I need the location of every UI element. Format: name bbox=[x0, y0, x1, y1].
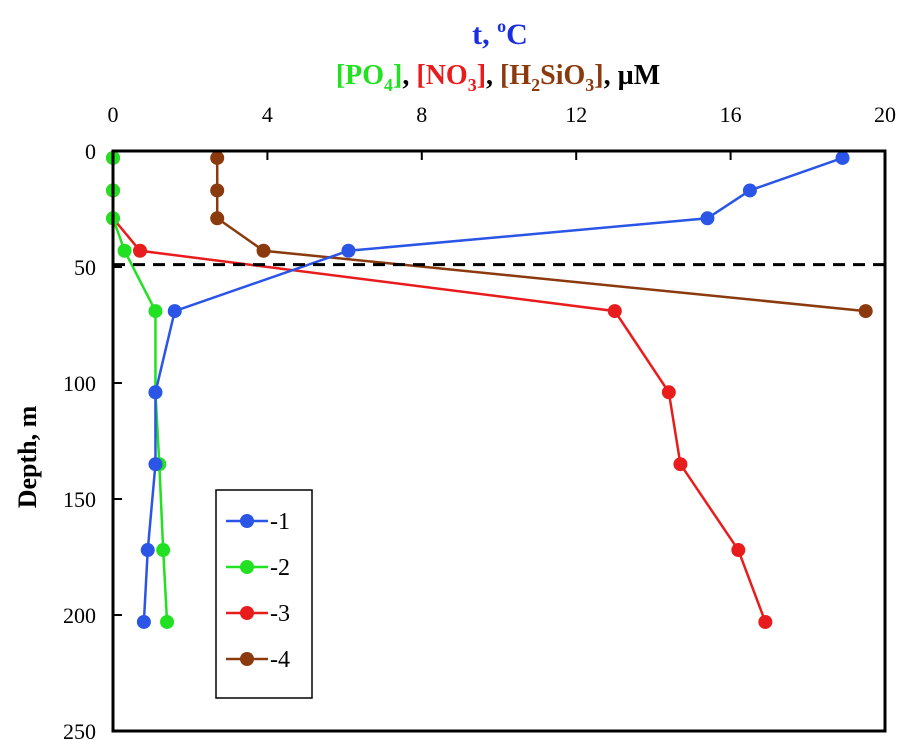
series-point-4 bbox=[256, 243, 271, 258]
series-point-4 bbox=[858, 304, 873, 319]
x-tick-label: 8 bbox=[416, 102, 427, 127]
title2-h2sio3-text: [H bbox=[500, 60, 531, 91]
series-point-2 bbox=[160, 614, 175, 629]
title2-po4-close: ] bbox=[393, 60, 402, 91]
legend-marker-1 bbox=[240, 514, 254, 528]
legend-label-4: -4 bbox=[270, 647, 290, 673]
title1-superscript: o bbox=[497, 16, 506, 36]
title2-h2sio3: [H2SiO3] bbox=[500, 60, 604, 95]
series-point-1 bbox=[341, 243, 356, 258]
series-point-3 bbox=[607, 304, 622, 319]
legend-box bbox=[215, 489, 313, 699]
title1-unit: C bbox=[506, 18, 528, 51]
series-point-1 bbox=[148, 457, 163, 472]
legend: -1 -2 -3 -4 bbox=[215, 489, 313, 699]
legend-marker-3 bbox=[240, 606, 254, 620]
series-point-1 bbox=[835, 150, 850, 165]
legend-marker-2 bbox=[240, 560, 254, 574]
title2-no3-sub: 3 bbox=[468, 75, 477, 95]
x-tick-label: 0 bbox=[108, 102, 119, 127]
series-point-1 bbox=[140, 543, 155, 558]
series-point-4 bbox=[210, 183, 225, 198]
series-point-3 bbox=[731, 543, 746, 558]
chart-title-concentrations: [PO4], [NO3], [H2SiO3], µM bbox=[336, 60, 660, 95]
series-point-2 bbox=[117, 243, 132, 258]
series-point-3 bbox=[133, 243, 148, 258]
series-point-1 bbox=[136, 614, 151, 629]
series-point-1 bbox=[742, 183, 757, 198]
title2-po4-text: [PO bbox=[336, 60, 384, 91]
x-tick-label: 12 bbox=[565, 102, 587, 127]
title2-h2sio3-mid: SiO bbox=[540, 60, 585, 91]
series-point-4 bbox=[210, 211, 225, 226]
y-axis-title: Depth, m bbox=[13, 405, 42, 508]
y-tick-label: 150 bbox=[63, 487, 96, 512]
y-tick-label: 250 bbox=[63, 719, 96, 740]
title1-main: t, bbox=[472, 18, 497, 51]
series-point-1 bbox=[167, 304, 182, 319]
title2-h2sio3-sub2: 3 bbox=[585, 75, 594, 95]
plot-frame bbox=[111, 149, 887, 733]
x-tick-label: 20 bbox=[874, 102, 896, 127]
series-point-1 bbox=[148, 385, 163, 400]
series-point-1 bbox=[700, 211, 715, 226]
series-point-3 bbox=[661, 385, 676, 400]
title2-po4: [PO4] bbox=[336, 60, 403, 95]
legend-label-1: -1 bbox=[270, 509, 290, 535]
title2-sep2: , bbox=[486, 60, 500, 91]
chart-title-temperature: t, oC bbox=[472, 16, 528, 51]
title2-h2sio3-close: ] bbox=[594, 60, 603, 91]
y-tick-label: 200 bbox=[63, 603, 96, 628]
series-point-3 bbox=[758, 614, 773, 629]
title2-sep1: , bbox=[402, 60, 416, 91]
x-tick-label: 4 bbox=[262, 102, 273, 127]
series-point-4 bbox=[210, 150, 225, 165]
title2-po4-sub: 4 bbox=[384, 75, 393, 95]
series-point-3 bbox=[673, 457, 688, 472]
title2-h2sio3-sub: 2 bbox=[531, 75, 540, 95]
legend-label-2: -2 bbox=[270, 555, 290, 581]
legend-marker-4 bbox=[240, 652, 254, 666]
title2-no3-text: [NO bbox=[416, 60, 467, 91]
series-point-2 bbox=[148, 304, 163, 319]
legend-label-3: -3 bbox=[270, 601, 290, 627]
title2-no3-close: ] bbox=[477, 60, 486, 91]
title2-unit: , µM bbox=[604, 60, 661, 91]
series-point-2 bbox=[156, 543, 171, 558]
x-tick-label: 16 bbox=[720, 102, 742, 127]
title2-no3: [NO3] bbox=[416, 60, 486, 95]
y-tick-label: 0 bbox=[85, 139, 96, 164]
y-tick-label: 50 bbox=[74, 255, 96, 280]
y-tick-label: 100 bbox=[63, 371, 96, 396]
x-axis-ticks: 0 4 8 12 16 20 bbox=[108, 102, 896, 160]
